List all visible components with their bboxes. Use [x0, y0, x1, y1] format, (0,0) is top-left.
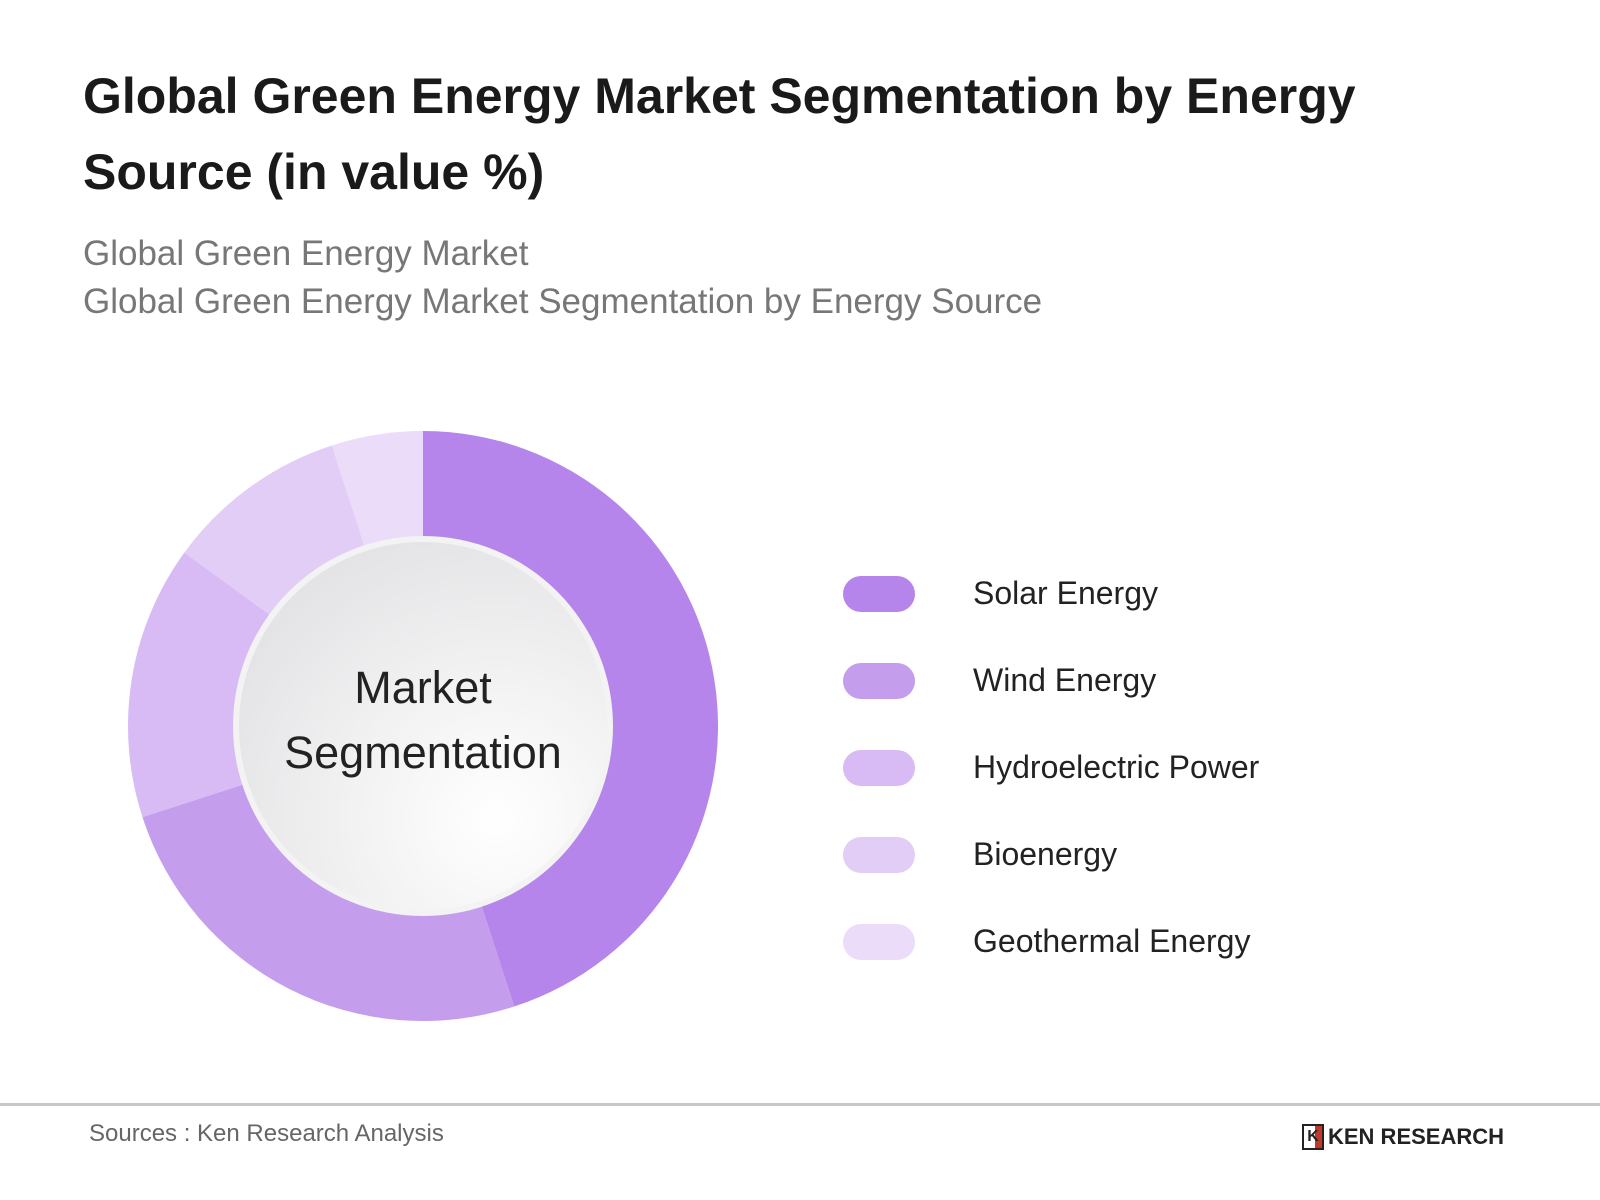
legend-item: Hydroelectric Power	[843, 724, 1259, 811]
chart-subtitle-market: Global Green Energy Market	[83, 234, 529, 273]
legend-swatch	[843, 575, 915, 612]
legend: Solar Energy Wind Energy Hydroelectric Pow…	[843, 550, 1259, 985]
legend-label: Solar Energy	[973, 575, 1158, 611]
logo-k-icon: K	[1302, 1124, 1324, 1150]
donut-center	[239, 542, 607, 910]
legend-swatch	[843, 836, 915, 873]
legend-label: Wind Energy	[973, 662, 1157, 698]
legend-label: Geothermal Energy	[973, 923, 1251, 959]
legend-label: Hydroelectric Power	[973, 749, 1260, 785]
legend-item: Bioenergy	[843, 811, 1259, 898]
legend-label: Bioenergy	[973, 836, 1118, 872]
donut-center-label: Market Segmentation	[284, 662, 562, 778]
legend-item: Geothermal Energy	[843, 898, 1259, 985]
source-note: Sources : Ken Research Analysis	[89, 1120, 444, 1147]
legend-swatch	[843, 749, 915, 786]
logo-text: KEN RESEARCH	[1328, 1124, 1505, 1149]
footer-divider	[0, 1103, 1600, 1106]
ken-research-logo: K KEN RESEARCH	[1302, 1124, 1504, 1150]
legend-item: Wind Energy	[843, 637, 1259, 724]
chart-subtitle-segmentation: Global Green Energy Market Segmentation …	[83, 282, 1043, 321]
legend-item: Solar Energy	[843, 550, 1259, 637]
chart-title: Global Green Energy Market Segmentation …	[83, 68, 1356, 200]
legend-swatch	[843, 662, 915, 699]
legend-swatch	[843, 923, 915, 960]
